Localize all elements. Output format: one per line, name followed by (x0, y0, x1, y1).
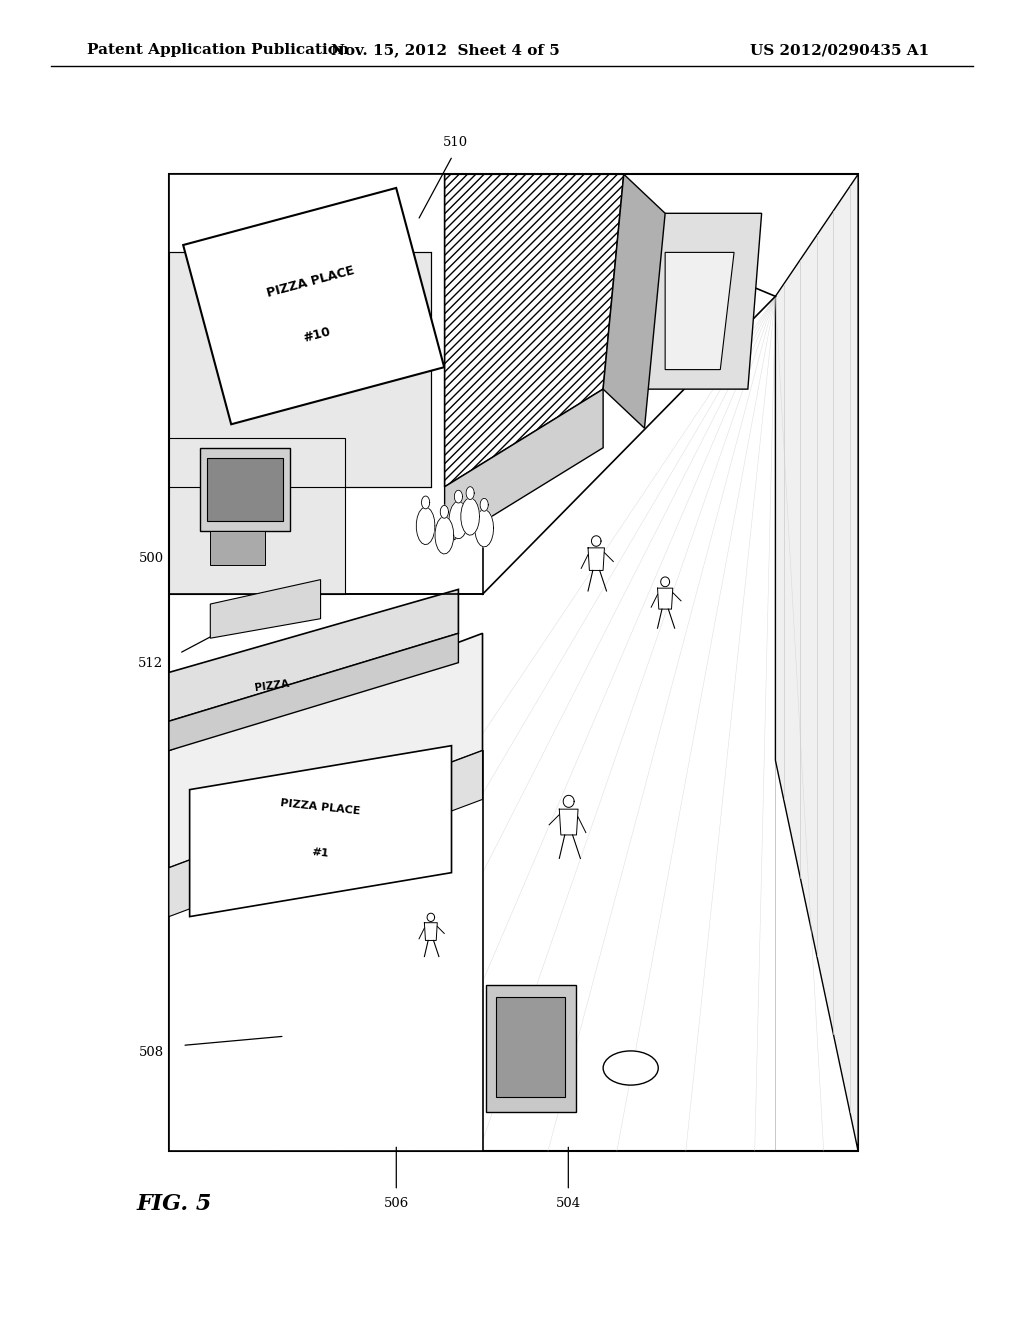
Polygon shape (210, 579, 321, 638)
Polygon shape (169, 252, 431, 487)
Polygon shape (660, 577, 670, 586)
Polygon shape (486, 985, 575, 1111)
Polygon shape (603, 174, 666, 428)
Text: Nov. 15, 2012  Sheet 4 of 5: Nov. 15, 2012 Sheet 4 of 5 (331, 44, 560, 57)
Polygon shape (422, 496, 430, 510)
Polygon shape (480, 499, 488, 511)
Polygon shape (563, 796, 574, 808)
Text: 500: 500 (139, 552, 164, 565)
Text: #1: #1 (311, 846, 330, 858)
Polygon shape (169, 751, 482, 916)
Polygon shape (592, 536, 601, 546)
Polygon shape (427, 913, 434, 921)
Polygon shape (657, 589, 673, 609)
Polygon shape (417, 507, 435, 545)
Text: PIZZA PLACE: PIZZA PLACE (281, 797, 361, 816)
Text: 512: 512 (138, 657, 163, 671)
Text: #10: #10 (302, 326, 333, 346)
Ellipse shape (603, 1051, 658, 1085)
Polygon shape (169, 438, 345, 594)
Polygon shape (169, 751, 482, 1151)
Polygon shape (475, 510, 494, 546)
Polygon shape (559, 809, 578, 836)
Text: 504: 504 (556, 1197, 581, 1210)
Polygon shape (169, 589, 459, 721)
Polygon shape (444, 174, 624, 487)
Polygon shape (461, 498, 479, 535)
Polygon shape (207, 458, 283, 521)
Polygon shape (189, 746, 452, 916)
Polygon shape (169, 634, 482, 867)
Polygon shape (200, 447, 290, 531)
Polygon shape (444, 389, 603, 545)
Polygon shape (666, 252, 734, 370)
Polygon shape (775, 174, 858, 1151)
Polygon shape (169, 174, 482, 594)
Text: FIG. 5: FIG. 5 (136, 1193, 212, 1214)
Polygon shape (424, 923, 437, 940)
Polygon shape (466, 487, 474, 499)
Polygon shape (455, 490, 463, 503)
Text: PIZZA: PIZZA (255, 678, 290, 693)
Polygon shape (183, 187, 444, 424)
Bar (169, 174, 858, 1151)
Text: 510: 510 (443, 136, 468, 149)
Text: 506: 506 (384, 1197, 409, 1210)
Text: PIZZA PLACE: PIZZA PLACE (265, 264, 355, 300)
Text: 508: 508 (139, 1045, 164, 1059)
Polygon shape (169, 634, 459, 751)
Text: US 2012/0290435 A1: US 2012/0290435 A1 (750, 44, 930, 57)
Polygon shape (450, 502, 468, 539)
Polygon shape (210, 531, 265, 565)
Polygon shape (497, 997, 565, 1097)
Polygon shape (588, 548, 604, 570)
Polygon shape (435, 516, 454, 554)
Text: Patent Application Publication: Patent Application Publication (87, 44, 349, 57)
Polygon shape (440, 506, 449, 519)
Polygon shape (638, 214, 762, 389)
